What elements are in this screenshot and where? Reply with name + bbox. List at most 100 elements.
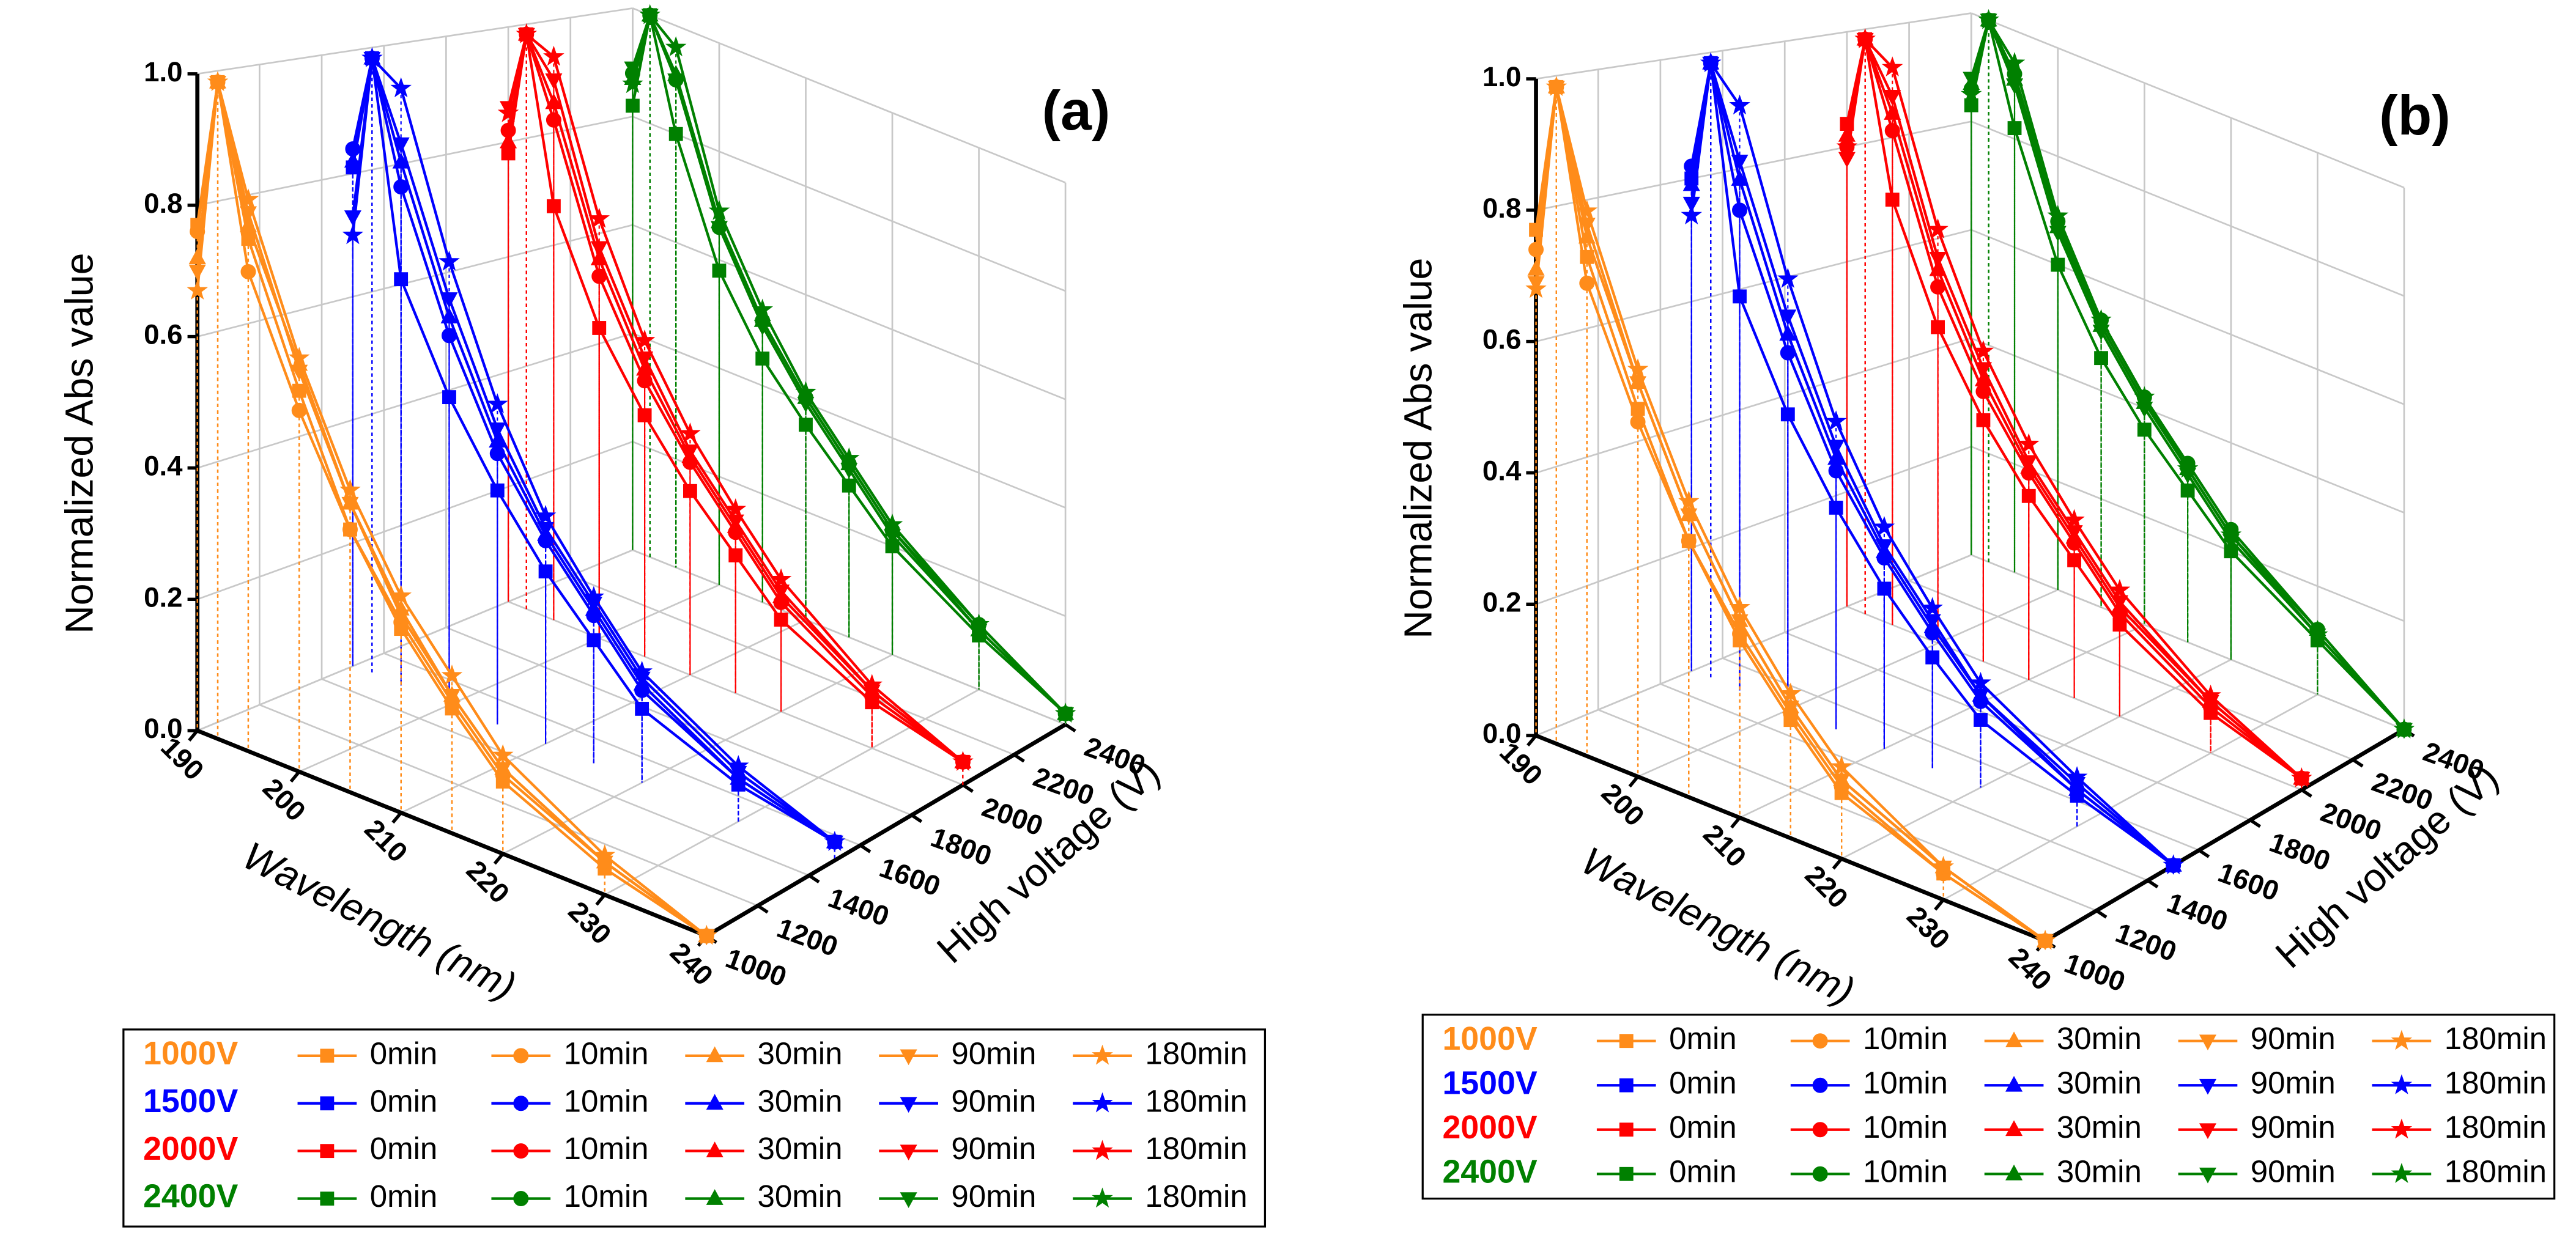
marker	[1092, 1092, 1113, 1113]
marker	[2049, 226, 2067, 242]
marker	[361, 47, 383, 67]
legend-group: 2400V	[143, 1178, 238, 1215]
marker	[1731, 154, 1749, 171]
legend-group: 1500V	[1442, 1064, 1537, 1101]
z-tick-label: 1000	[722, 942, 791, 993]
z-axis	[705, 723, 1067, 938]
marker	[2005, 1075, 2023, 1092]
series-line	[506, 31, 964, 763]
series-line	[1845, 36, 2303, 779]
y-tick-label: 0.0	[1482, 718, 1521, 749]
marker	[207, 71, 229, 91]
marker	[2065, 525, 2083, 541]
tick-mark	[2300, 788, 2312, 798]
marker	[1974, 713, 1988, 727]
marker	[441, 664, 463, 685]
legend-label: 0min	[370, 1036, 438, 1070]
tick-mark	[911, 814, 923, 823]
legend-label: 180min	[1145, 1131, 1247, 1166]
marker	[320, 1144, 335, 1159]
series-line	[1970, 16, 2405, 731]
series-line	[196, 81, 708, 937]
marker	[2391, 1030, 2413, 1050]
marker	[696, 924, 717, 945]
tick-mark	[961, 783, 974, 793]
marker	[2111, 595, 2128, 611]
x-tick-label: 220	[461, 855, 516, 910]
marker	[1681, 204, 1702, 225]
marker	[2290, 767, 2312, 787]
legend-label: 180min	[1145, 1083, 1247, 1118]
marker	[883, 529, 901, 545]
legend-label: 180min	[2445, 1021, 2547, 1056]
legend-label: 30min	[758, 1131, 843, 1166]
marker	[900, 1144, 917, 1161]
marker	[440, 292, 458, 308]
marker	[513, 1048, 529, 1064]
y-tick-label: 0.2	[1482, 586, 1521, 617]
tick-mark	[859, 844, 872, 853]
tick-mark	[595, 893, 606, 906]
y-tick-label: 0.4	[144, 450, 183, 481]
grid-line	[197, 224, 633, 337]
series-line	[506, 29, 964, 763]
y-axis-title: Normalized Abs value	[57, 253, 102, 634]
series-line	[351, 55, 836, 843]
marker	[1619, 1122, 1634, 1137]
marker	[594, 844, 616, 864]
marker	[622, 73, 643, 94]
marker	[1729, 94, 1750, 115]
series-line	[506, 34, 964, 763]
legend-label: 30min	[2057, 1110, 2142, 1144]
marker	[587, 633, 601, 647]
y-tick-label: 1.0	[144, 56, 182, 87]
grid-line	[197, 332, 633, 469]
marker	[1576, 199, 1598, 220]
grid-line	[1597, 709, 2097, 912]
tick-mark	[1628, 775, 1640, 788]
legend-group: 2000V	[1442, 1109, 1537, 1146]
marker	[342, 224, 364, 245]
legend-label: 90min	[2251, 1021, 2336, 1056]
tick-mark	[2352, 758, 2364, 768]
marker	[513, 1191, 529, 1207]
legend-label: 10min	[1863, 1154, 1948, 1189]
marker	[390, 77, 412, 98]
legend-group: 1500V	[143, 1083, 238, 1119]
marker	[1978, 9, 1999, 29]
legend-label: 180min	[2445, 1154, 2547, 1189]
marker	[1838, 152, 1856, 168]
marker	[900, 1049, 917, 1066]
y-tick-label: 0.6	[1482, 324, 1521, 355]
marker	[583, 586, 605, 606]
marker	[727, 754, 749, 775]
grid-line	[1784, 632, 2251, 821]
marker	[881, 514, 903, 534]
series-line	[631, 12, 1067, 715]
tick-mark	[757, 904, 769, 914]
legend-label: 90min	[951, 1179, 1036, 1214]
y-tick-label: 0.8	[1482, 193, 1521, 224]
grid-line	[1660, 683, 2149, 882]
marker	[1881, 56, 1903, 77]
marker	[2391, 1163, 2413, 1183]
marker	[2034, 929, 2056, 950]
marker	[392, 137, 410, 153]
legend-label: 90min	[951, 1131, 1036, 1166]
marker	[1970, 671, 1991, 692]
legend-group: 1000V	[143, 1035, 238, 1072]
tick-mark	[1832, 857, 1843, 870]
legend-label: 90min	[2251, 1066, 2336, 1100]
marker	[2391, 1074, 2413, 1094]
marker	[1700, 52, 1722, 72]
series-line	[506, 32, 964, 763]
tick-mark	[188, 729, 199, 742]
marker	[487, 393, 508, 413]
marker	[2134, 386, 2155, 407]
marker	[1545, 76, 1567, 97]
marker	[1927, 218, 1949, 239]
series-line	[1690, 62, 2175, 867]
x-axis	[196, 729, 708, 938]
tick-mark	[1013, 753, 1025, 763]
